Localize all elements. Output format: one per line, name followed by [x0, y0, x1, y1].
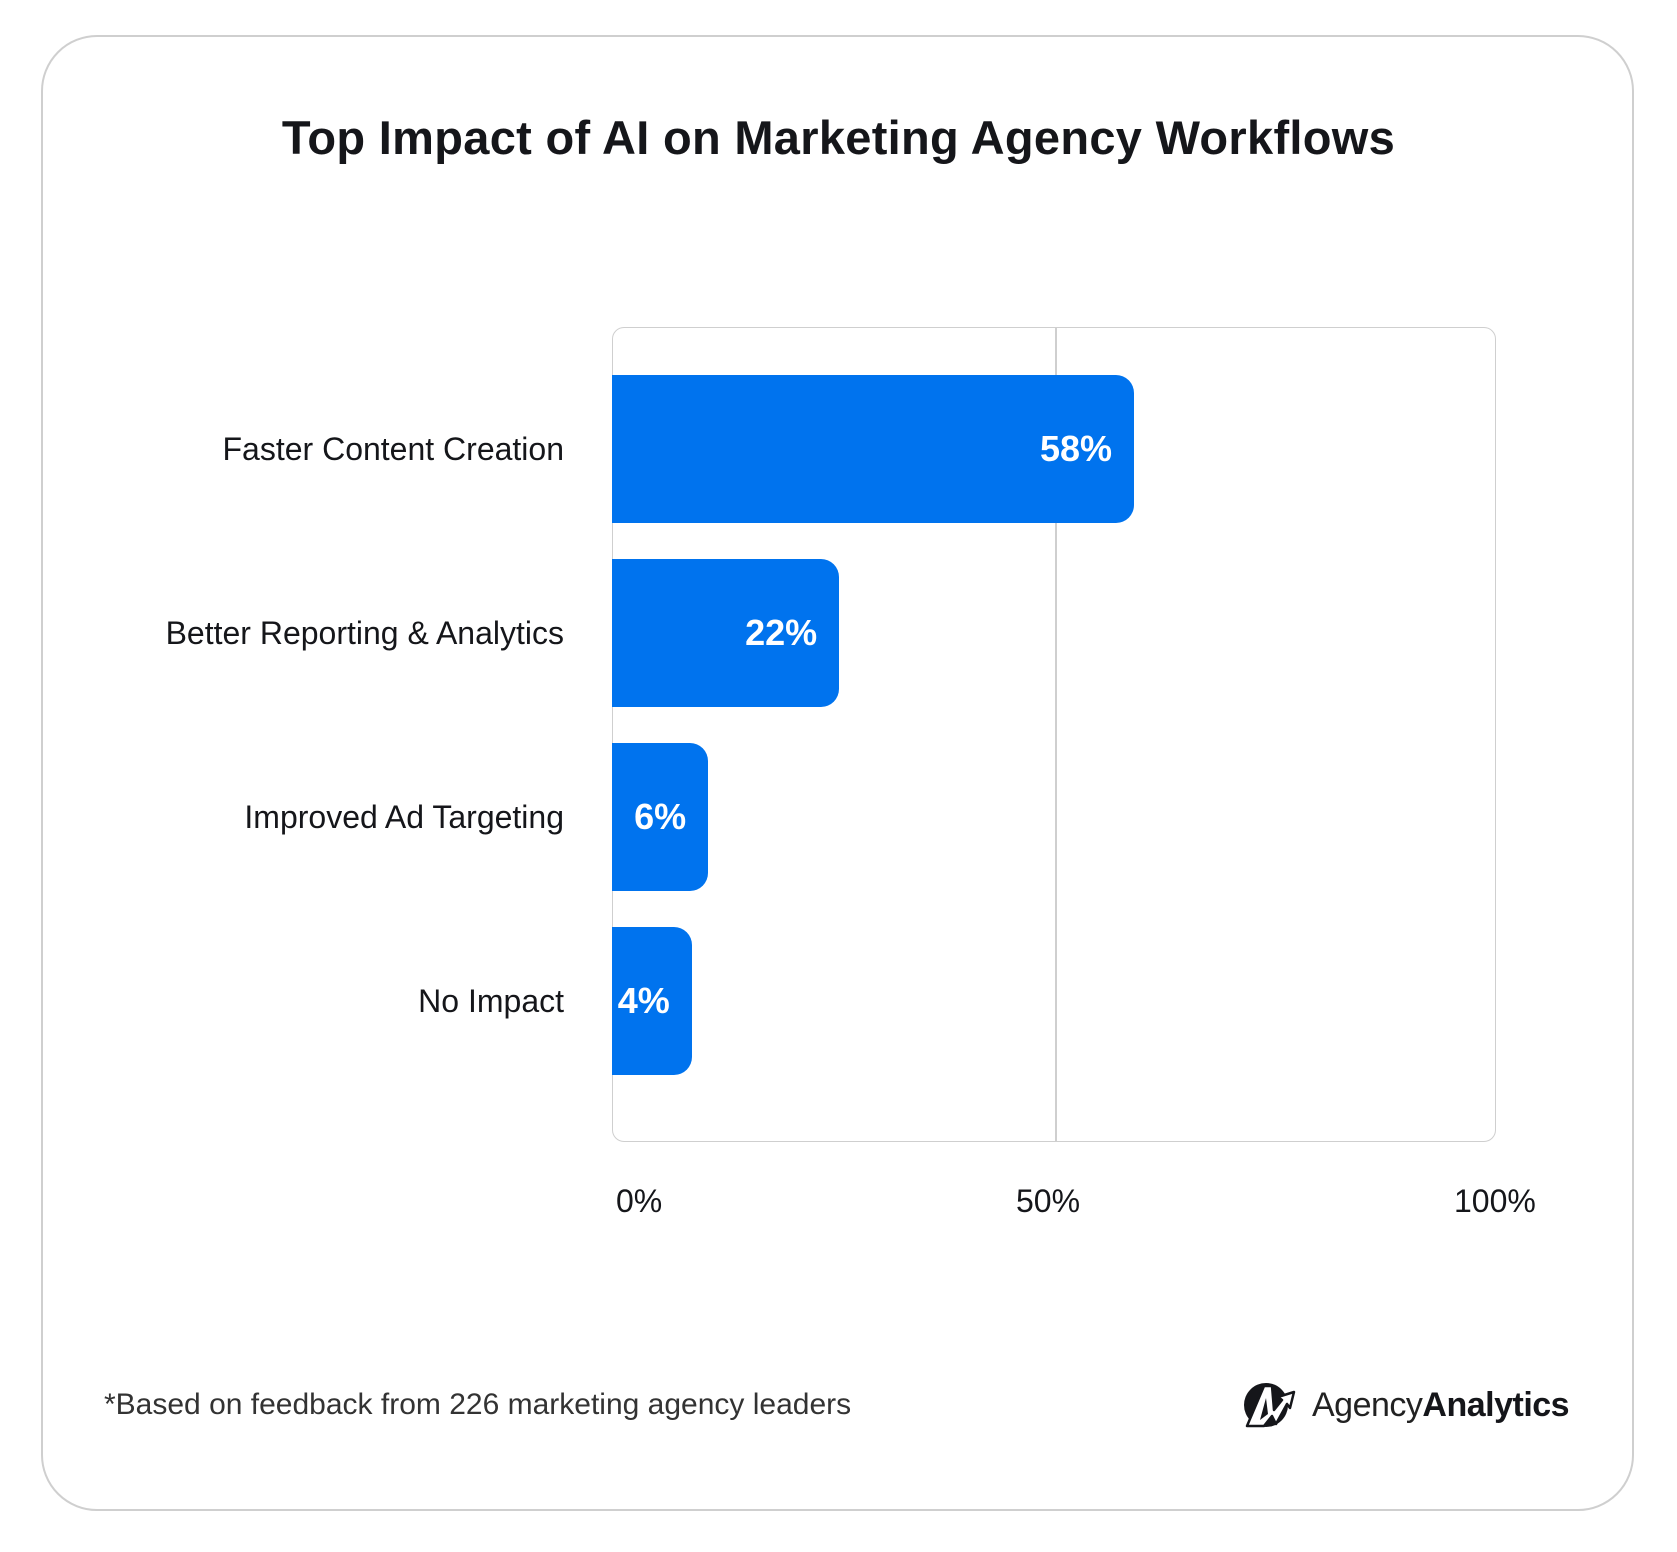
- category-label: No Impact: [418, 983, 564, 1019]
- gridline-50: [1055, 327, 1057, 1142]
- bar-value-label: 22%: [745, 612, 818, 653]
- logo-text-bold: Analytics: [1422, 1385, 1570, 1424]
- logo-icon: [1244, 1383, 1296, 1428]
- x-tick-label: 50%: [1016, 1183, 1081, 1219]
- bar: 4%: [612, 927, 692, 1075]
- chart-card: [41, 35, 1634, 1511]
- bar: 58%: [612, 375, 1135, 523]
- agencyanalytics-logo: AgencyAnalytics: [1244, 1380, 1570, 1430]
- footnote: *Based on feedback from 226 marketing ag…: [104, 1388, 852, 1421]
- bar: 6%: [612, 743, 709, 891]
- category-label: Better Reporting & Analytics: [165, 615, 564, 651]
- bar-value-label: 6%: [634, 796, 687, 837]
- logo-text-light: Agency: [1312, 1385, 1423, 1424]
- x-tick-label: 100%: [1454, 1183, 1536, 1219]
- bar-value-label: 58%: [1039, 428, 1113, 469]
- plot-area: [612, 327, 1496, 1142]
- chart-title: Top Impact of AI on Marketing Agency Wor…: [281, 111, 1396, 164]
- x-tick-label: 0%: [616, 1183, 663, 1219]
- category-label: Improved Ad Targeting: [244, 799, 564, 835]
- bar-value-label: 4%: [617, 980, 670, 1021]
- bar: 22%: [612, 559, 840, 707]
- category-label: Faster Content Creation: [222, 431, 565, 467]
